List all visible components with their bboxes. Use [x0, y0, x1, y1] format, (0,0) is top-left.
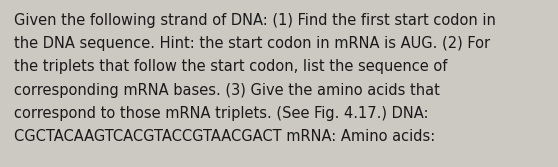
Text: CGCTACAAGTCACGTACCGTAACGACT mRNA: Amino acids:: CGCTACAAGTCACGTACCGTAACGACT mRNA: Amino …: [14, 129, 435, 144]
Text: the triplets that follow the start codon, list the sequence of: the triplets that follow the start codon…: [14, 59, 448, 74]
Text: the DNA sequence. Hint: the start codon in mRNA is AUG. (2) For: the DNA sequence. Hint: the start codon …: [14, 36, 490, 51]
Text: corresponding mRNA bases. (3) Give the amino acids that: corresponding mRNA bases. (3) Give the a…: [14, 83, 440, 98]
Text: correspond to those mRNA triplets. (See Fig. 4.17.) DNA:: correspond to those mRNA triplets. (See …: [14, 106, 429, 121]
Text: Given the following strand of DNA: (1) Find the first start codon in: Given the following strand of DNA: (1) F…: [14, 13, 496, 28]
